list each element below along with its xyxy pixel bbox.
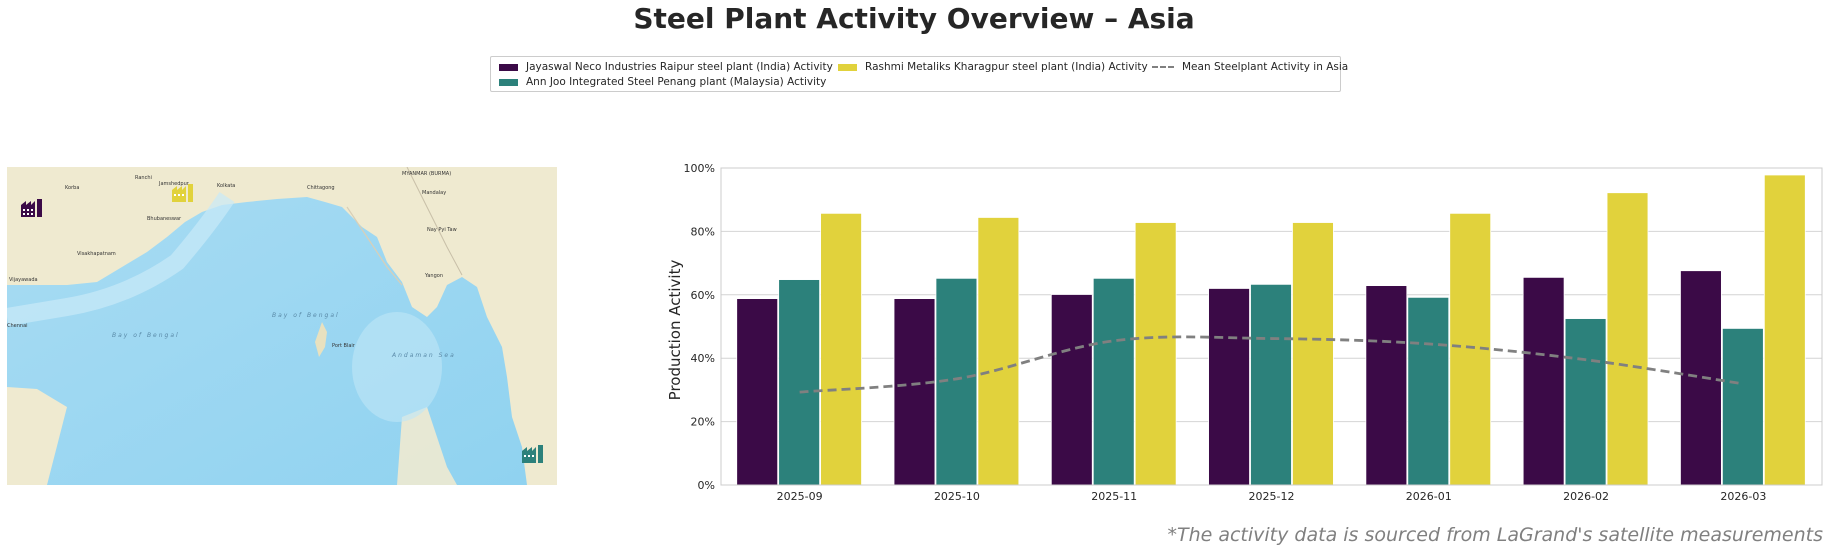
map-label-yangon: Yangon xyxy=(424,273,443,279)
legend-label-mean: Mean Steelplant Activity in Asia xyxy=(1182,61,1349,73)
legend-dashed-line xyxy=(1152,66,1174,68)
bar xyxy=(1407,296,1450,486)
border-line xyxy=(406,167,463,276)
bar xyxy=(820,212,862,486)
map-label-korba: Korba xyxy=(65,185,79,191)
map-label-bay-of-bengal-2: Bay of Bengal xyxy=(272,312,340,319)
y-tick-label: 60% xyxy=(691,289,715,302)
land-mass-se xyxy=(397,407,457,485)
bar xyxy=(1092,277,1135,486)
y-tick-label: 20% xyxy=(691,416,715,429)
x-tick-label: 2025-10 xyxy=(934,490,980,503)
sea-shallow xyxy=(352,312,442,422)
y-tick-label: 0% xyxy=(698,479,715,492)
bar xyxy=(1050,294,1093,486)
map-label-mandalay: Mandalay xyxy=(422,190,446,196)
map-label-chittagong: Chittagong xyxy=(307,185,335,191)
legend-item-rashmi: Rashmi Metaliks Kharagpur steel plant (I… xyxy=(838,61,1148,73)
legend: Jayaswal Neco Industries Raipur steel pl… xyxy=(490,56,1348,92)
x-tick-label: 2026-03 xyxy=(1720,490,1766,503)
map-label-myanmar: MYANMAR (BURMA) xyxy=(402,171,451,177)
legend-item-mean: Mean Steelplant Activity in Asia xyxy=(1152,61,1348,73)
bar xyxy=(736,298,779,486)
y-axis-label: Production Activity xyxy=(666,260,684,401)
y-tick-label: 80% xyxy=(691,225,715,238)
map-label-jamshedpur: Jamshedpur xyxy=(158,181,190,187)
x-tick-label: 2025-09 xyxy=(777,490,823,503)
map-label-bhubaneswar: Bhubaneswar xyxy=(147,216,182,222)
map-label-naypyitaw: Nay Pyi Taw xyxy=(427,227,457,233)
mean-activity-line xyxy=(799,335,1744,394)
bar xyxy=(893,298,936,486)
legend-swatch-annjoo xyxy=(499,78,518,86)
bar xyxy=(1292,222,1334,486)
map-label-andaman-sea: Andaman Sea xyxy=(391,352,456,359)
andaman-islands xyxy=(315,322,327,357)
bar xyxy=(1134,222,1177,486)
legend-swatch-rashmi xyxy=(838,63,857,71)
map-label-vijayawada: Vijayawada xyxy=(9,277,38,283)
bars xyxy=(736,174,1806,486)
bar xyxy=(1522,276,1565,486)
map-panel[interactable]: Ranchi Jamshedpur Kolkata Korba Bhubanes… xyxy=(7,167,557,485)
y-tick-label: 100% xyxy=(684,162,715,175)
bar xyxy=(1763,174,1806,486)
bar xyxy=(977,217,1020,486)
bar xyxy=(778,279,821,486)
axes: 0% 20% 40% 60% 80% 100% 2025-09 2025-10 2025-11 2… xyxy=(684,162,1823,503)
border-line xyxy=(346,206,403,286)
map-label-chennai: Chennai xyxy=(7,323,28,329)
legend-label-rashmi: Rashmi Metaliks Kharagpur steel plant (I… xyxy=(865,61,1148,73)
legend-swatch-jayaswal xyxy=(499,63,518,71)
factory-icon[interactable] xyxy=(21,199,42,217)
x-tick-label: 2025-11 xyxy=(1091,490,1137,503)
x-tick-label: 2026-02 xyxy=(1563,490,1609,503)
legend-item-jayaswal: Jayaswal Neco Industries Raipur steel pl… xyxy=(499,61,833,73)
legend-item-annjoo: Ann Joo Integrated Steel Penang plant (M… xyxy=(499,76,826,88)
x-tick-label: 2026-01 xyxy=(1406,490,1452,503)
legend-label-jayaswal: Jayaswal Neco Industries Raipur steel pl… xyxy=(526,61,833,73)
map-label-bay-of-bengal: Bay of Bengal xyxy=(112,332,180,339)
coastal-shelf xyxy=(7,192,235,326)
factory-icon[interactable] xyxy=(172,184,193,202)
bar xyxy=(1208,288,1250,486)
land-mass-south xyxy=(7,387,67,485)
bar xyxy=(1564,318,1607,486)
bar xyxy=(1365,285,1408,486)
map-label-visakhapatnam: Visakhapatnam xyxy=(77,251,116,257)
mean-line xyxy=(799,335,1744,394)
map-label-kolkata: Kolkata xyxy=(217,183,235,189)
bar xyxy=(1250,283,1292,486)
bar xyxy=(1721,328,1764,486)
legend-label-annjoo: Ann Joo Integrated Steel Penang plant (M… xyxy=(526,76,827,88)
x-tick-label: 2025-12 xyxy=(1249,490,1295,503)
map-label-portblair: Port Blair xyxy=(332,343,356,349)
factory-icon[interactable] xyxy=(522,445,543,463)
map-canvas: Ranchi Jamshedpur Kolkata Korba Bhubanes… xyxy=(7,167,557,485)
bar xyxy=(1606,192,1649,486)
map-label-ranchi: Ranchi xyxy=(135,175,152,181)
y-tick-label: 40% xyxy=(691,352,715,365)
land-mass xyxy=(7,167,557,485)
plot-frame xyxy=(720,167,1823,486)
footnote: *The activity data is sourced from LaGra… xyxy=(1167,524,1823,546)
bar xyxy=(1680,270,1722,486)
chart-title: Steel Plant Activity Overview – Asia xyxy=(633,2,1195,35)
